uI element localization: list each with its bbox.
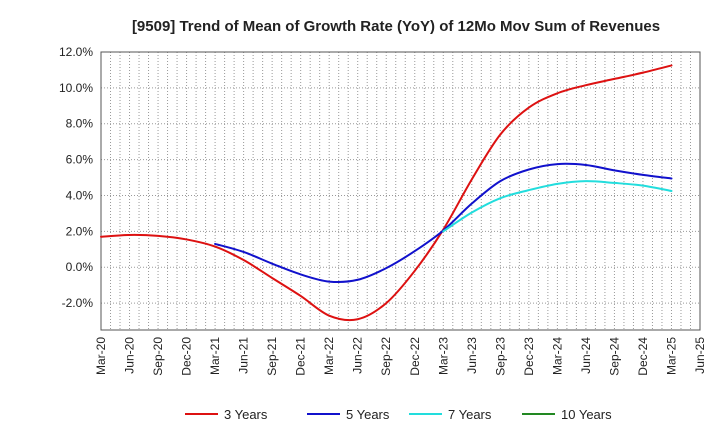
y-tick-label: 10.0% [59,81,93,95]
x-tick-label: Mar-20 [94,337,108,375]
plot-grid [101,51,700,330]
y-tick-label: 0.0% [66,260,94,274]
x-tick-label: Mar-23 [436,337,450,375]
legend: 3 Years 5 Years 7 Years 10 Years [185,407,612,422]
series-line-7-years [442,180,673,233]
y-tick-label: 6.0% [66,153,94,167]
x-tick-label: Dec-22 [408,337,422,376]
series-lines [100,64,673,322]
x-tick-label: Jun-23 [465,337,479,374]
legend-label-10-years: 10 Years [561,407,612,422]
y-tick-label: -2.0% [62,296,94,310]
x-tick-label: Dec-24 [636,337,650,376]
x-tick-label: Jun-25 [693,337,707,374]
chart-title: [9509] Trend of Mean of Growth Rate (YoY… [132,18,660,35]
legend-label-3-years: 3 Years [224,407,268,422]
y-axis: -2.0% 0.0% 2.0% 4.0% 6.0% 8.0% 10.0% 12.0% [59,45,93,310]
x-tick-label: Dec-21 [294,337,308,376]
x-tick-label: Jun-24 [579,337,593,374]
y-tick-label: 4.0% [66,188,94,202]
x-tick-label: Mar-25 [664,337,678,375]
y-tick-label: 12.0% [59,45,93,59]
x-tick-label: Mar-24 [550,337,564,375]
series-line-3-years [100,64,673,322]
x-tick-label: Dec-23 [522,337,536,376]
x-tick-label: Jun-20 [123,337,137,374]
x-tick-label: Sep-22 [379,337,393,376]
y-tick-label: 8.0% [66,117,94,131]
x-tick-label: Sep-20 [151,337,165,376]
x-tick-label: Jun-22 [351,337,365,374]
x-tick-label: Sep-23 [493,337,507,376]
x-tick-label: Jun-21 [237,337,251,374]
legend-label-7-years: 7 Years [448,407,492,422]
x-tick-label: Sep-24 [607,337,621,376]
x-tick-label: Sep-21 [265,337,279,376]
x-axis: Mar-20 Jun-20 Sep-20 Dec-20 Mar-21 Jun-21 Sep-… [94,337,707,376]
legend-label-5-years: 5 Years [346,407,390,422]
y-tick-label: 2.0% [66,224,94,238]
x-tick-label: Dec-20 [180,337,194,376]
plot-frame [100,51,701,331]
x-tick-label: Mar-22 [322,337,336,375]
x-tick-label: Mar-21 [208,337,222,375]
